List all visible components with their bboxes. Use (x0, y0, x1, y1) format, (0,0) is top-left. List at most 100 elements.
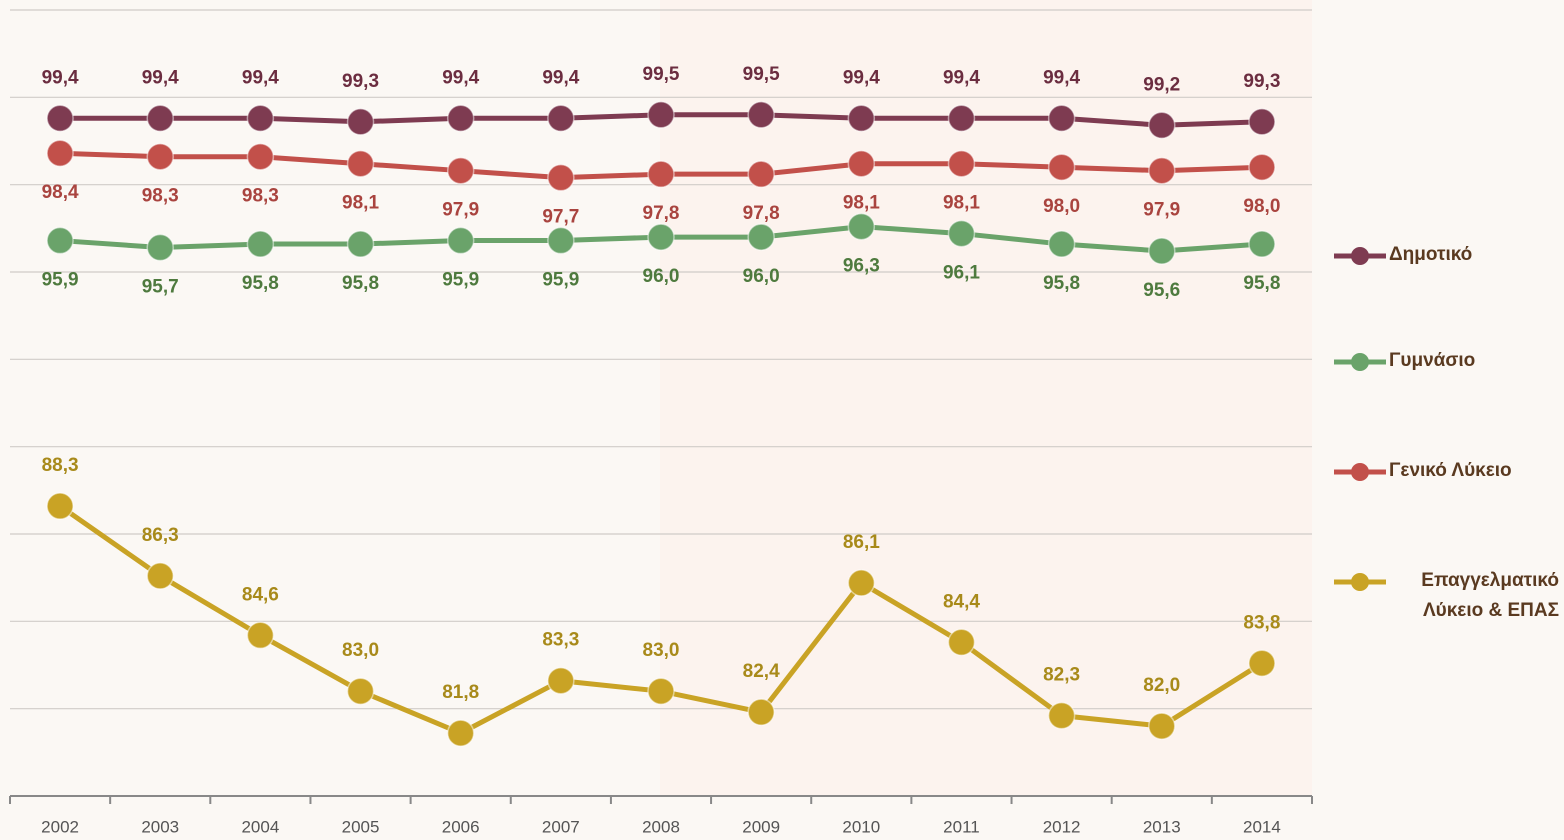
data-label: 99,5 (743, 64, 780, 85)
data-label: 99,4 (42, 67, 79, 88)
data-label: 95,9 (42, 270, 79, 291)
data-label: 99,4 (943, 67, 980, 88)
marker (847, 149, 876, 178)
marker (46, 139, 74, 167)
x-tick-label: 2005 (342, 817, 380, 836)
marker (1047, 153, 1076, 181)
x-tick-label: 2013 (1143, 817, 1181, 836)
marker (1047, 104, 1076, 133)
x-tick-label: 2014 (1243, 817, 1281, 836)
legend-marker (1351, 463, 1369, 481)
data-label: 99,4 (542, 67, 579, 88)
marker (246, 230, 275, 258)
marker (847, 212, 876, 241)
data-label: 98,1 (843, 193, 880, 214)
data-label: 95,8 (1243, 273, 1280, 294)
data-label: 99,4 (1043, 67, 1080, 88)
marker (46, 492, 74, 520)
data-label: 81,8 (442, 682, 479, 703)
data-label: 99,4 (242, 67, 279, 88)
marker (346, 149, 375, 178)
marker (747, 101, 775, 129)
marker (1248, 649, 1276, 678)
marker (1047, 701, 1076, 730)
data-label: 82,0 (1143, 675, 1180, 696)
marker (547, 666, 575, 695)
x-tick-label: 2008 (642, 817, 680, 836)
data-label: 83,0 (643, 640, 680, 661)
x-tick-label: 2010 (842, 817, 880, 836)
legend-marker (1351, 247, 1369, 265)
data-label: 98,1 (943, 193, 980, 214)
marker (246, 104, 275, 133)
data-label: 84,6 (242, 584, 279, 605)
x-tick-label: 2004 (241, 817, 279, 836)
data-label: 98,4 (42, 182, 79, 203)
marker (1148, 111, 1176, 140)
marker (947, 104, 976, 133)
data-label: 99,5 (643, 64, 680, 85)
marker (547, 163, 575, 192)
data-label: 83,8 (1243, 612, 1280, 633)
marker (747, 698, 775, 726)
data-label: 96,0 (743, 266, 780, 287)
data-label: 96,0 (643, 266, 680, 287)
data-label: 97,8 (643, 203, 680, 224)
x-tick-label: 2012 (1043, 817, 1081, 836)
legend-marker (1351, 573, 1369, 591)
legend-label: Δημοτικό (1389, 244, 1473, 265)
marker (446, 226, 475, 255)
data-label: 97,8 (743, 203, 780, 224)
marker (146, 142, 174, 171)
marker (146, 233, 174, 262)
marker (146, 104, 174, 133)
marker (346, 230, 375, 258)
marker (446, 104, 475, 133)
data-label: 98,3 (242, 186, 279, 207)
x-tick-label: 2009 (742, 817, 780, 836)
data-label: 95,7 (142, 277, 179, 298)
marker (1047, 230, 1076, 258)
data-label: 95,8 (1043, 273, 1080, 294)
marker (346, 677, 375, 705)
marker (1148, 712, 1176, 740)
marker (847, 569, 876, 597)
marker (947, 219, 976, 248)
data-label: 98,0 (1243, 196, 1280, 217)
data-label: 83,3 (542, 630, 579, 651)
data-label: 98,3 (142, 186, 179, 207)
marker (246, 621, 275, 650)
data-label: 99,2 (1143, 74, 1180, 95)
marker (647, 160, 675, 188)
marker (947, 628, 976, 657)
marker (747, 223, 775, 251)
data-label: 98,1 (342, 193, 379, 214)
data-label: 99,3 (1243, 71, 1280, 92)
data-label: 96,3 (843, 256, 880, 277)
marker (847, 104, 876, 133)
marker (647, 101, 675, 129)
data-label: 95,9 (542, 270, 579, 291)
data-label: 82,3 (1043, 665, 1080, 686)
x-tick-label: 2007 (542, 817, 580, 836)
data-label: 96,1 (943, 263, 980, 284)
marker (146, 562, 174, 590)
data-label: 82,4 (743, 661, 780, 682)
marker (1248, 153, 1276, 181)
marker (246, 142, 275, 171)
data-label: 95,8 (342, 273, 379, 294)
data-label: 95,9 (442, 270, 479, 291)
marker (647, 677, 675, 705)
marker (1248, 230, 1276, 258)
marker (547, 104, 575, 133)
data-label: 99,4 (142, 67, 179, 88)
data-label: 98,0 (1043, 196, 1080, 217)
marker (1148, 237, 1176, 265)
marker (647, 223, 675, 251)
marker (46, 226, 74, 255)
marker (947, 149, 976, 178)
legend-label: Γενικό Λύκειο (1389, 460, 1512, 481)
data-label: 84,4 (943, 591, 980, 612)
data-label: 95,6 (1143, 280, 1180, 301)
